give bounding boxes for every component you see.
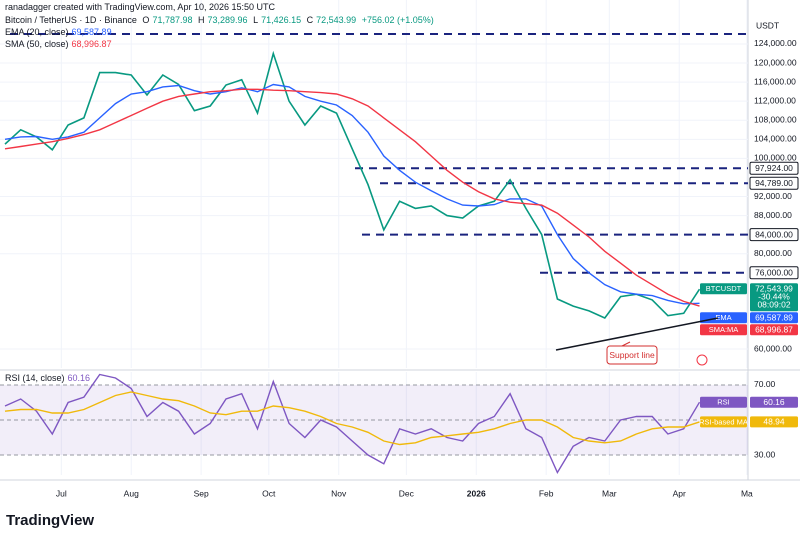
level-box [749,176,799,190]
value-box [750,283,798,312]
y-tick-label: 70.00 [754,379,776,389]
series-line [4,88,700,307]
value-box [750,312,798,324]
name-tag [700,324,747,336]
x-tick-label: 2026 [467,488,486,498]
change: +756.02 (+1.05%) [361,15,434,25]
value-label: 69,587.89 [755,312,793,322]
ohlc-key: H [198,15,205,25]
y-tick-label: 60,000.00 [754,343,792,353]
name-tag [700,416,747,428]
countdown: 08:09:02 [757,299,790,309]
y-tick-label: 120,000.00 [754,57,797,67]
ohlc-value: 71,426.15 [261,15,302,25]
alert-icon[interactable] [696,354,708,366]
name-tag [700,396,747,408]
ohlc-value: 71,787.98 [152,15,193,25]
y-tick-label: 124,000.00 [754,38,797,48]
x-tick-label: Sep [194,488,209,498]
callout-box [606,345,658,365]
callout-connector [621,341,631,347]
ema-legend: EMA (20, close) 69,587.89 [5,27,115,38]
value-box [750,396,798,408]
ohlc-key: O [142,15,150,25]
legend-entry: BTCUSDT [706,284,742,293]
y-tick-label: 116,000.00 [754,76,796,86]
rsi-legend: RSI (14, close) 60.16 [5,373,93,384]
x-tick-label: Mar [602,488,617,498]
series-line [4,50,701,319]
currency-label: USDT [756,20,779,30]
x-tick-label: Feb [539,488,554,498]
series-line [4,391,700,446]
level-box [749,266,799,280]
rsi-legend-label: RSI (14, close) [5,373,65,383]
sma-legend-value: 68,996.87 [71,39,112,49]
level-label: 94,789.00 [755,178,793,188]
credit: ranadagger created with TradingView.com,… [5,2,275,12]
x-tick-label: Dec [399,488,415,498]
ohlc-key: L [253,15,259,25]
level-box [749,228,799,242]
y-tick-label: 112,000.00 [754,95,796,105]
y-tick-label: 108,000.00 [754,115,797,125]
ema-legend-value: 69,587.89 [71,27,112,37]
ohlc-key: C [306,15,314,25]
x-tick-label: Jul [56,488,67,498]
legend-entry: SMA:MA [709,325,739,334]
support-trendline [555,317,719,351]
sma-legend-label: SMA (50, close) [5,39,69,49]
logo: TradingView [6,512,95,529]
value-label: 68,996.87 [755,324,793,334]
name-tag [700,312,747,324]
value-label: 48.94 [763,417,785,427]
sma-legend: SMA (50, close) 68,996.87 [5,39,115,50]
x-tick-label: Aug [124,488,139,498]
legend-entry: EMA [715,313,731,322]
value-box [750,416,798,428]
legend-entry: RSI-based MA [699,417,748,426]
y-tick-label: 80,000.00 [754,248,792,258]
name-tag [700,283,747,295]
y-tick-label: 100,000.00 [754,153,797,163]
y-tick-label: 92,000.00 [754,191,792,201]
ohlc-value: 73,289.96 [207,15,248,25]
rsi-legend-value: 60.16 [67,373,91,383]
level-label: 76,000.00 [755,268,793,278]
value-label: 72,543.99 [755,283,793,293]
level-label: 84,000.00 [755,229,793,239]
symbol-row: Bitcoin / TetherUS · 1D · Binance O 71,78… [5,15,437,26]
callout-text: Support line [609,350,655,360]
symbol: Bitcoin / TetherUS · 1D · Binance [5,15,137,25]
y-tick-label: 88,000.00 [754,210,792,220]
level-box [749,161,799,175]
ohlc-value: 72,543.99 [316,15,357,25]
series-line [4,83,700,305]
value-box [750,324,798,336]
x-tick-label: Apr [673,488,686,498]
legend-entry: RSI [717,398,730,407]
level-label: 97,924.00 [755,163,793,173]
y-tick-label: 104,000.00 [754,134,797,144]
x-tick-label: Oct [262,488,276,498]
x-tick-label: Nov [331,488,347,498]
ema-legend-label: EMA (20, close) [5,27,69,37]
value-label: 60.16 [763,397,785,407]
y-tick-label: 30.00 [754,449,776,459]
price-change: -30.44% [758,291,790,301]
x-tick-label: Ma [741,488,753,498]
